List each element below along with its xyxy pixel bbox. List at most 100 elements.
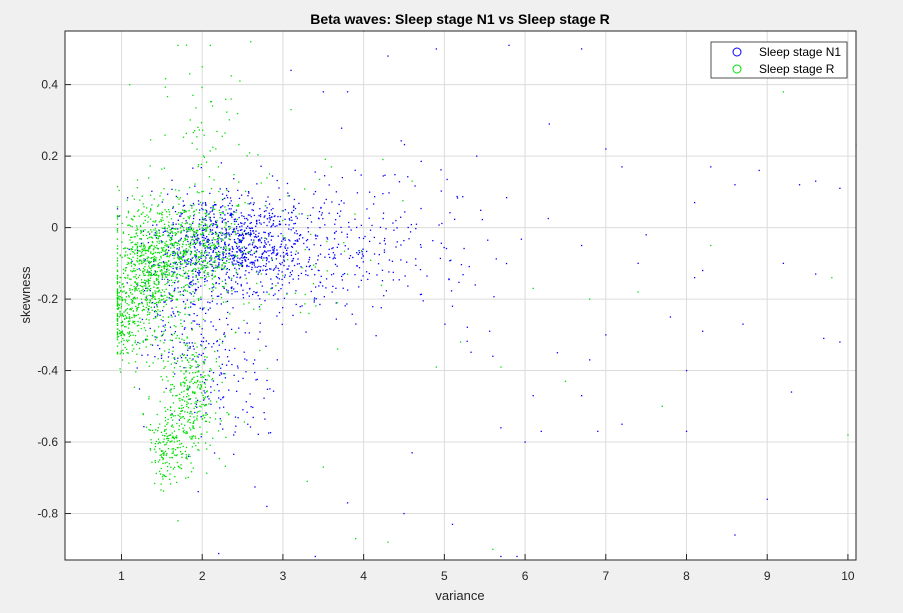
point-sleep-stage-n1 — [186, 193, 188, 195]
point-sleep-stage-n1 — [230, 212, 232, 214]
point-sleep-stage-n1 — [242, 233, 244, 235]
point-sleep-stage-n1 — [198, 273, 200, 275]
point-sleep-stage-r — [243, 303, 245, 305]
point-sleep-stage-r — [140, 244, 143, 246]
point-sleep-stage-r — [179, 266, 181, 268]
point-sleep-stage-n1 — [238, 249, 240, 251]
point-sleep-stage-r — [116, 294, 119, 297]
point-sleep-stage-n1 — [222, 252, 224, 254]
point-sleep-stage-r — [248, 302, 250, 304]
point-sleep-stage-n1 — [292, 257, 294, 260]
point-sleep-stage-n1 — [398, 181, 401, 183]
point-sleep-stage-n1 — [277, 215, 279, 218]
point-sleep-stage-n1 — [269, 249, 271, 252]
point-sleep-stage-r — [167, 321, 170, 324]
point-sleep-stage-r — [207, 226, 209, 228]
point-sleep-stage-r — [116, 331, 119, 333]
point-sleep-stage-n1 — [205, 412, 207, 414]
point-sleep-stage-n1 — [268, 221, 270, 223]
point-sleep-stage-n1 — [200, 333, 202, 335]
point-sleep-stage-n1 — [383, 240, 385, 242]
point-sleep-stage-n1 — [368, 217, 370, 219]
point-sleep-stage-r — [149, 262, 151, 264]
point-sleep-stage-r — [179, 415, 181, 418]
point-sleep-stage-r — [185, 248, 187, 250]
point-sleep-stage-r — [116, 290, 119, 292]
point-sleep-stage-r — [182, 240, 185, 243]
point-sleep-stage-r — [201, 380, 204, 383]
point-sleep-stage-n1 — [207, 241, 209, 243]
point-sleep-stage-r — [155, 472, 158, 475]
point-sleep-stage-n1 — [213, 286, 215, 288]
point-sleep-stage-r — [214, 267, 216, 269]
point-sleep-stage-n1 — [253, 236, 256, 238]
point-sleep-stage-n1 — [297, 274, 300, 277]
point-sleep-stage-n1 — [239, 240, 241, 242]
point-sleep-stage-n1 — [237, 367, 239, 369]
point-sleep-stage-r — [116, 300, 119, 302]
point-sleep-stage-r — [151, 244, 153, 247]
point-sleep-stage-r — [197, 165, 199, 168]
point-sleep-stage-r — [117, 324, 119, 326]
point-sleep-stage-n1 — [231, 246, 233, 248]
point-sleep-stage-r — [136, 243, 138, 246]
point-sleep-stage-r — [146, 290, 148, 292]
point-sleep-stage-r — [120, 277, 122, 279]
point-sleep-stage-r — [192, 435, 195, 437]
point-sleep-stage-r — [134, 334, 137, 337]
point-sleep-stage-r — [126, 216, 128, 218]
point-sleep-stage-n1 — [193, 303, 195, 305]
point-sleep-stage-n1 — [260, 255, 263, 258]
point-sleep-stage-r — [162, 234, 165, 236]
point-sleep-stage-r — [201, 191, 203, 193]
point-sleep-stage-r — [171, 424, 173, 426]
point-sleep-stage-n1 — [244, 222, 246, 224]
point-sleep-stage-r — [147, 271, 149, 274]
point-sleep-stage-r — [234, 332, 237, 334]
point-sleep-stage-n1 — [621, 166, 623, 168]
point-sleep-stage-r — [214, 350, 216, 353]
point-sleep-stage-n1 — [224, 279, 227, 281]
point-sleep-stage-n1 — [180, 237, 182, 239]
point-sleep-stage-n1 — [200, 354, 203, 356]
point-sleep-stage-n1 — [254, 245, 256, 247]
point-sleep-stage-n1 — [196, 323, 198, 325]
point-sleep-stage-n1 — [365, 271, 368, 273]
point-sleep-stage-r — [220, 267, 223, 269]
point-sleep-stage-n1 — [225, 260, 228, 262]
point-sleep-stage-n1 — [202, 202, 204, 204]
point-sleep-stage-r — [116, 281, 119, 283]
point-sleep-stage-n1 — [245, 247, 248, 249]
point-sleep-stage-r — [220, 231, 222, 233]
point-sleep-stage-r — [134, 298, 137, 300]
point-sleep-stage-r — [188, 453, 190, 456]
point-sleep-stage-n1 — [269, 388, 271, 390]
point-sleep-stage-r — [171, 413, 173, 416]
point-sleep-stage-n1 — [540, 430, 542, 433]
point-sleep-stage-n1 — [265, 251, 268, 253]
point-sleep-stage-n1 — [219, 418, 221, 420]
plot-area — [65, 31, 856, 560]
point-sleep-stage-n1 — [142, 230, 145, 232]
point-sleep-stage-r — [118, 189, 120, 192]
point-sleep-stage-n1 — [419, 293, 422, 296]
point-sleep-stage-r — [163, 262, 166, 264]
point-sleep-stage-n1 — [193, 236, 196, 238]
point-sleep-stage-r — [180, 258, 183, 260]
point-sleep-stage-n1 — [276, 249, 278, 251]
point-sleep-stage-n1 — [189, 281, 191, 284]
point-sleep-stage-r — [178, 189, 180, 192]
point-sleep-stage-r — [168, 272, 170, 274]
point-sleep-stage-n1 — [202, 229, 204, 231]
point-sleep-stage-n1 — [293, 206, 295, 208]
point-sleep-stage-n1 — [462, 274, 464, 276]
point-sleep-stage-n1 — [258, 306, 261, 308]
point-sleep-stage-r — [190, 429, 192, 431]
point-sleep-stage-r — [243, 421, 245, 423]
point-sleep-stage-r — [196, 231, 198, 233]
point-sleep-stage-n1 — [170, 333, 173, 336]
point-sleep-stage-r — [165, 276, 168, 278]
point-sleep-stage-n1 — [176, 268, 178, 270]
point-sleep-stage-n1 — [241, 247, 243, 249]
point-sleep-stage-n1 — [197, 200, 200, 202]
